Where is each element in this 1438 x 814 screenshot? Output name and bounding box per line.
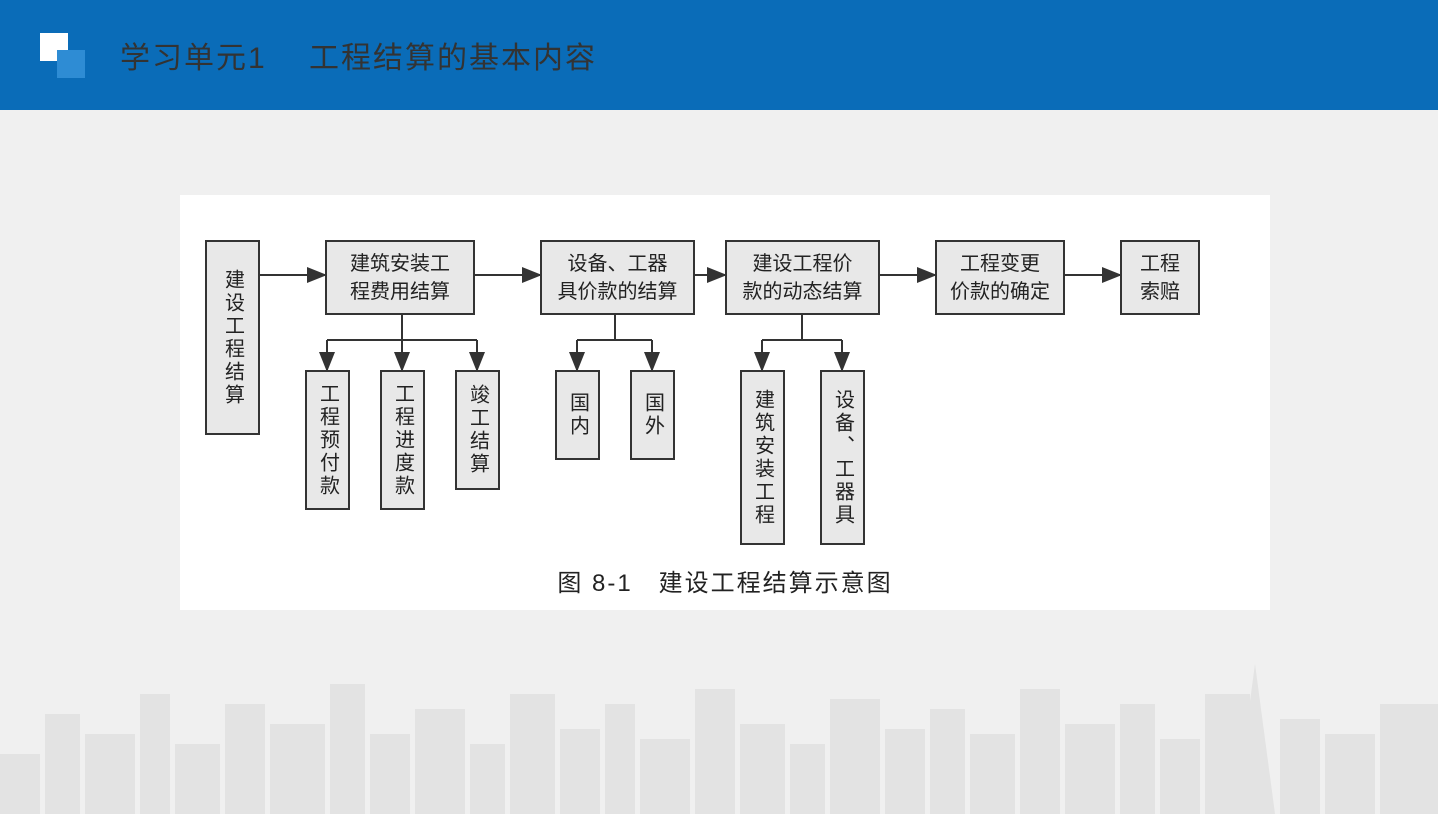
diagram-caption: 图 8-1 建设工程结算示意图 xyxy=(180,563,1270,598)
flowchart-node-c2: 设备、工器具 xyxy=(820,370,865,545)
flowchart-node-d: 工程变更价款的确定 xyxy=(935,240,1065,315)
flowchart-node-b1: 国内 xyxy=(555,370,600,460)
flowchart-node-a2: 工程进度款 xyxy=(380,370,425,510)
flowchart-diagram: 建设工程结算建筑安装工程费用结算设备、工器具价款的结算建设工程价款的动态结算工程… xyxy=(180,195,1270,610)
flowchart-node-a: 建筑安装工程费用结算 xyxy=(325,240,475,315)
flowchart-node-a3: 竣工结算 xyxy=(455,370,500,490)
skyline-decoration xyxy=(0,634,1438,814)
flowchart-node-root: 建设工程结算 xyxy=(205,240,260,435)
flowchart-node-b2: 国外 xyxy=(630,370,675,460)
flowchart-node-e: 工程索赔 xyxy=(1120,240,1200,315)
slide-title: 学习单元1 工程结算的基本内容 xyxy=(120,33,597,77)
flowchart-node-c1: 建筑安装工程 xyxy=(740,370,785,545)
flowchart-node-b: 设备、工器具价款的结算 xyxy=(540,240,695,315)
header-icon xyxy=(40,33,85,78)
slide-header: 学习单元1 工程结算的基本内容 xyxy=(0,0,1438,110)
flowchart-node-a1: 工程预付款 xyxy=(305,370,350,510)
flowchart-node-c: 建设工程价款的动态结算 xyxy=(725,240,880,315)
